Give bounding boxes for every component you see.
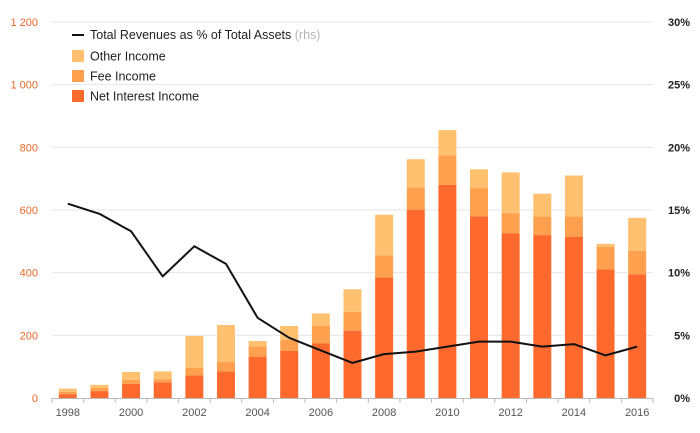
bar-segment [216, 371, 235, 398]
x-axis-tick-label: 2016 [625, 407, 649, 419]
bar-segment [628, 217, 647, 251]
bar-segment [406, 187, 425, 210]
bar-segment [438, 130, 457, 156]
right-axis-tick-label: 20% [668, 142, 690, 154]
legend-label: Fee Income [90, 70, 156, 84]
bar-segment [343, 330, 362, 398]
bar-segment [375, 255, 394, 278]
right-axis-tick-label: 25% [668, 80, 690, 92]
bar-segment [280, 340, 299, 351]
bar-segment [311, 313, 330, 326]
bar-segment [501, 233, 520, 398]
x-axis-tick-label: 2004 [245, 407, 269, 419]
bar-segment [470, 216, 489, 398]
bar-segment [216, 361, 235, 372]
bar-segment [596, 243, 615, 247]
bar-segment [375, 214, 394, 256]
bar-segment [533, 193, 552, 217]
bar-segment [343, 311, 362, 331]
bar-segment [216, 324, 235, 362]
bar-segment [564, 236, 583, 398]
x-axis-tick-label: 2000 [119, 407, 143, 419]
right-axis-tick-label: 30% [668, 17, 690, 29]
bar-segment [248, 340, 267, 347]
left-axis-tick-label: 400 [20, 268, 38, 280]
x-axis-tick-label: 2010 [435, 407, 459, 419]
bar-segment [280, 325, 299, 341]
bar-segment [58, 394, 77, 398]
bar-segment [596, 269, 615, 398]
bar-segment [438, 155, 457, 185]
x-axis-tick-label: 1998 [56, 407, 80, 419]
right-axis-tick-label: 0% [674, 393, 690, 405]
bar-segment [375, 277, 394, 398]
bar-segment [564, 175, 583, 217]
bar-segment [311, 325, 330, 344]
axes: 0 200 400 600 800 1 000 1 200 0% 5% 10% 15% 20% 25% 3… [10, 17, 690, 419]
bar-segment [185, 375, 204, 398]
bar-segment [533, 235, 552, 398]
right-axis-tick-label: 15% [668, 205, 690, 217]
bar-segment [185, 367, 204, 376]
bar-segment [122, 371, 141, 380]
legend-swatch [72, 90, 84, 102]
stacked-bars [58, 130, 647, 398]
bar-segment [311, 343, 330, 398]
bar-segment [406, 210, 425, 398]
bar-segment [122, 383, 141, 398]
legend-label: Other Income [90, 50, 166, 64]
bar-segment [628, 274, 647, 398]
legend-label: Net Interest Income [90, 90, 199, 104]
legend-swatch [72, 70, 84, 82]
bar-segment [153, 382, 172, 398]
legend-label-line: Total Revenues as % of Total Assets (rhs… [90, 28, 320, 42]
left-axis-tick-label: 800 [20, 142, 38, 154]
bar-segment [628, 250, 647, 275]
bar-segment [90, 384, 109, 388]
bar-segment [564, 216, 583, 237]
bar-segment [470, 169, 489, 189]
x-axis-tick-label: 2008 [372, 407, 396, 419]
bar-segment [185, 335, 204, 368]
x-axis-tick-label: 2006 [309, 407, 333, 419]
x-axis-tick-label: 2012 [498, 407, 522, 419]
legend-label-note: (rhs) [295, 28, 321, 42]
bar-segment [533, 216, 552, 236]
left-axis-tick-label: 1 200 [10, 17, 38, 29]
bar-segment [90, 391, 109, 398]
bar-segment [343, 289, 362, 312]
legend-swatch [72, 50, 84, 62]
bar-segment [470, 188, 489, 217]
bar-segment [248, 356, 267, 398]
x-axis-tick-label: 2002 [182, 407, 206, 419]
legend: Total Revenues as % of Total Assets (rhs… [72, 28, 320, 104]
x-axis-tick-label: 2014 [562, 407, 586, 419]
bar-segment [58, 391, 77, 395]
right-axis-tick-label: 5% [674, 330, 690, 342]
bar-segment [58, 388, 77, 392]
bar-segment [406, 159, 425, 188]
left-axis-tick-label: 600 [20, 205, 38, 217]
bar-segment [280, 351, 299, 398]
left-axis-tick-label: 1 000 [10, 80, 38, 92]
bar-segment [153, 379, 172, 383]
gridlines [52, 21, 653, 336]
revenue-ratio-line [67, 202, 638, 364]
bar-segment [90, 387, 109, 392]
bar-segment [501, 213, 520, 234]
bar-segment [153, 371, 172, 380]
left-axis-tick-label: 200 [20, 330, 38, 342]
bar-segment [501, 172, 520, 214]
bar-segment [438, 184, 457, 398]
left-axis-tick-label: 0 [32, 393, 38, 405]
bar-segment [122, 379, 141, 384]
bar-segment [596, 246, 615, 270]
right-axis-tick-label: 10% [668, 268, 690, 280]
bar-segment [248, 346, 267, 357]
